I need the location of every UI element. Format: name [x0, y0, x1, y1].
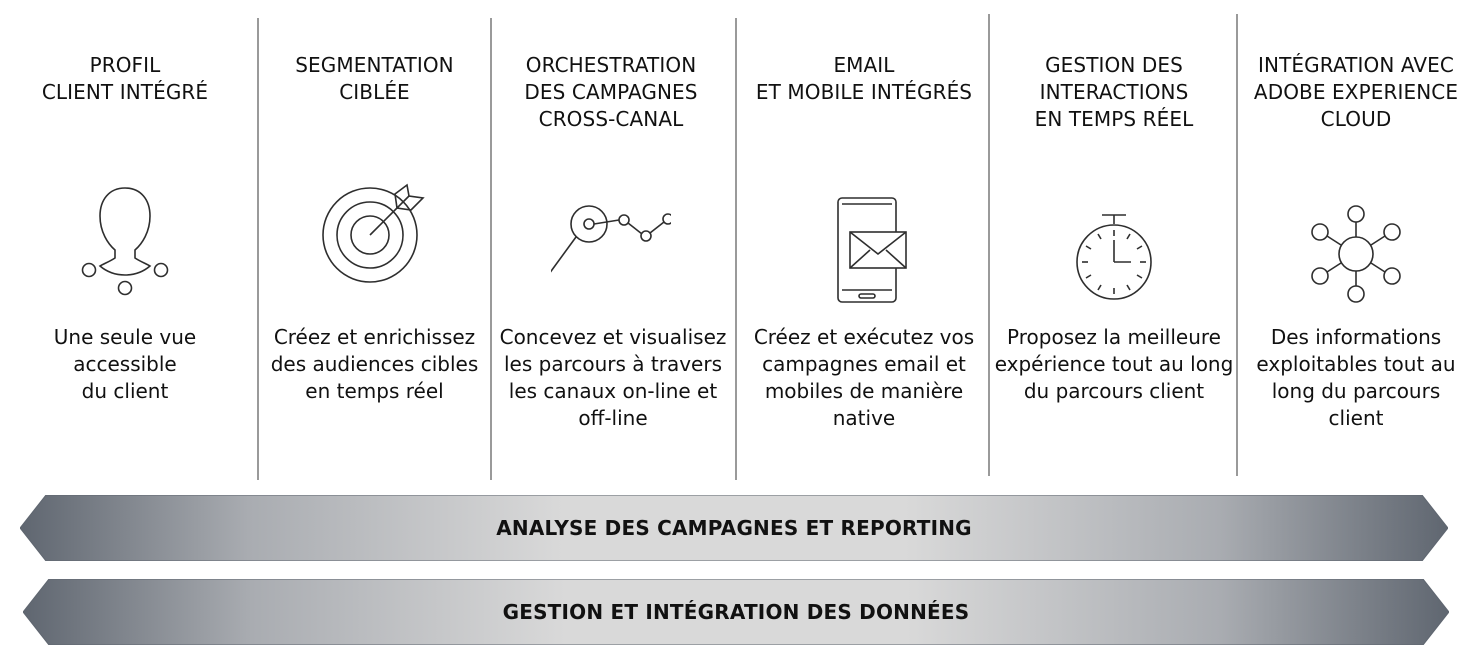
column-divider [735, 18, 737, 480]
band-arrow-shape [20, 495, 1448, 561]
column-divider [490, 18, 492, 480]
column-description: Créez et exécutez vos campagnes email et… [753, 325, 975, 430]
column-description: Des informations exploitables tout au lo… [1256, 325, 1456, 430]
column-title: EMAIL ET MOBILE INTÉGRÉS [755, 53, 973, 104]
column-title: SEGMENTATION CIBLÉE [295, 53, 454, 104]
column-orchestration: ORCHESTRATION DES CAMPAGNES CROSS-CANAL … [492, 0, 730, 480]
mobile-email-icon [804, 180, 924, 310]
column-title: GESTION DES INTERACTIONS EN TEMPS RÉEL [1034, 53, 1194, 131]
column-profil-client: PROFIL CLIENT INTÉGRÉ Une seule vue acce… [0, 0, 250, 480]
column-email-mobile: EMAIL ET MOBILE INTÉGRÉS Créez et exécut… [740, 0, 988, 480]
column-adobe-integration: INTÉGRATION AVEC ADOBE EXPERIENCE CLOUD … [1240, 0, 1472, 480]
column-title: PROFIL CLIENT INTÉGRÉ [41, 53, 209, 104]
column-description: Concevez et visualisez les parcours à tr… [499, 325, 727, 430]
network-hub-icon [1296, 180, 1416, 310]
column-divider [988, 14, 990, 476]
band-analytics-reporting: ANALYSE DES CAMPAGNES ET REPORTING [20, 495, 1448, 561]
column-title: INTÉGRATION AVEC ADOBE EXPERIENCE CLOUD [1253, 53, 1459, 131]
band-label: ANALYSE DES CAMPAGNES ET REPORTING [496, 516, 972, 540]
column-divider [257, 18, 259, 480]
column-interactions: GESTION DES INTERACTIONS EN TEMPS RÉEL P… [992, 0, 1236, 480]
column-title: ORCHESTRATION DES CAMPAGNES CROSS-CANAL [524, 53, 698, 131]
band-data-management: GESTION ET INTÉGRATION DES DONNÉES [23, 579, 1449, 645]
column-description: Créez et enrichissez des audiences cible… [270, 325, 479, 403]
stopwatch-icon [1054, 180, 1174, 310]
column-divider [1236, 14, 1238, 476]
column-segmentation: SEGMENTATION CIBLÉE Créez et enrichissez… [259, 0, 490, 480]
band-label: GESTION ET INTÉGRATION DES DONNÉES [502, 600, 970, 624]
journey-path-icon [551, 180, 671, 310]
target-dart-icon [315, 180, 435, 310]
column-description: Proposez la meilleure expérience tout au… [994, 325, 1234, 403]
person-profile-icon [65, 180, 185, 310]
column-description: Une seule vue accessible du client [53, 325, 197, 403]
band-arrow-shape [23, 579, 1449, 645]
